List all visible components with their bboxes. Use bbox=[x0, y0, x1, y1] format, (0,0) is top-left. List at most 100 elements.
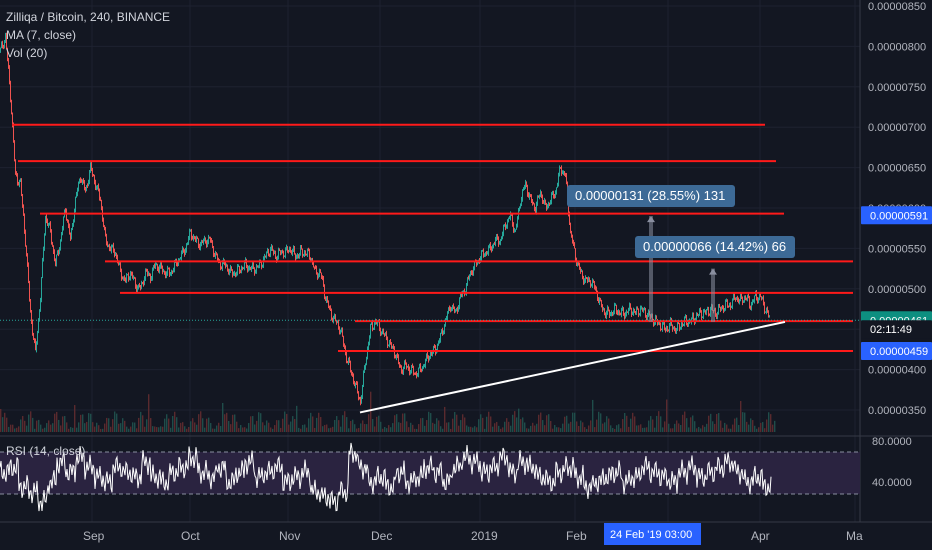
volume-bar bbox=[302, 424, 304, 432]
candle-body bbox=[229, 270, 230, 274]
volume-bar bbox=[52, 423, 54, 432]
time-axis: SepOctNovDec2019FebMarAprMa24 Feb '19 03… bbox=[0, 521, 932, 545]
volume-bar bbox=[62, 416, 64, 432]
candle-body bbox=[128, 274, 129, 280]
volume-bar bbox=[696, 428, 698, 432]
volume-bar bbox=[512, 414, 514, 432]
candle-body bbox=[121, 271, 122, 279]
candle-body bbox=[90, 163, 91, 172]
candle-body bbox=[596, 288, 597, 292]
volume-bar bbox=[656, 415, 658, 432]
candle-body bbox=[304, 252, 305, 256]
volume-bar bbox=[368, 414, 370, 432]
candle-body bbox=[331, 310, 332, 319]
volume-bar bbox=[640, 424, 642, 432]
candle-body bbox=[34, 338, 35, 341]
candle-body bbox=[371, 323, 372, 325]
volume-bar bbox=[494, 423, 496, 432]
volume-bar bbox=[742, 412, 744, 432]
candle-body bbox=[85, 188, 86, 191]
candle-body bbox=[551, 194, 552, 202]
volume-bar bbox=[764, 428, 766, 432]
volume-bar bbox=[422, 417, 424, 432]
candle-body bbox=[523, 187, 524, 191]
candle-body bbox=[87, 185, 88, 187]
candle-body bbox=[222, 262, 223, 269]
volume-bar bbox=[448, 422, 450, 432]
candle-body bbox=[432, 351, 433, 355]
volume-bar bbox=[226, 412, 228, 432]
candle-body bbox=[755, 292, 756, 296]
rsi-tick-label: 40.0000 bbox=[872, 477, 912, 489]
rsi-legend[interactable]: RSI (14, close) bbox=[6, 444, 86, 458]
candle-body bbox=[487, 253, 488, 255]
candle-body bbox=[309, 250, 310, 258]
candle-body bbox=[254, 267, 255, 274]
candle-body bbox=[416, 373, 417, 377]
volume-bar bbox=[504, 421, 506, 432]
volume-bar bbox=[86, 421, 88, 432]
volume-bar bbox=[82, 414, 84, 432]
symbol-title[interactable]: Zilliqa / Bitcoin, 240, BINANCE bbox=[6, 10, 171, 24]
candle-body bbox=[301, 247, 302, 250]
candle-body bbox=[137, 287, 138, 292]
volume-bar bbox=[376, 416, 378, 432]
volume-bar bbox=[756, 428, 758, 432]
candle-body bbox=[513, 224, 514, 232]
volume-bar bbox=[690, 417, 692, 432]
volume-bar bbox=[42, 428, 44, 432]
volume-bar bbox=[468, 426, 470, 432]
candle-body bbox=[669, 324, 670, 331]
candle-body bbox=[305, 252, 306, 254]
candle-body bbox=[370, 324, 371, 337]
candle-body bbox=[748, 295, 749, 299]
candle-body bbox=[662, 323, 663, 330]
price-badge-label: 02:11:49 bbox=[870, 324, 912, 336]
candle-body bbox=[441, 330, 442, 334]
rsi-panel bbox=[0, 442, 860, 512]
candle-body bbox=[542, 195, 543, 203]
candle-body bbox=[497, 234, 498, 239]
candle-body bbox=[730, 304, 731, 308]
candle-body bbox=[582, 271, 583, 278]
volume-bar bbox=[762, 422, 764, 432]
candle-body bbox=[514, 229, 515, 232]
volume-bar bbox=[182, 422, 184, 432]
candle-body bbox=[132, 273, 133, 278]
volume-bar bbox=[76, 427, 78, 432]
volume-bar bbox=[324, 424, 326, 432]
candle-body bbox=[361, 397, 362, 403]
volume-bar bbox=[236, 421, 238, 432]
candle-body bbox=[73, 221, 74, 225]
candle-body bbox=[467, 277, 468, 285]
candle-body bbox=[302, 249, 303, 256]
candle-body bbox=[185, 250, 186, 255]
volume-bar bbox=[654, 427, 656, 432]
candle-body bbox=[492, 246, 493, 251]
candle-body bbox=[328, 301, 329, 307]
candle-body bbox=[226, 265, 227, 267]
candle-body bbox=[473, 268, 474, 275]
candle-body bbox=[74, 209, 75, 222]
volume-bar bbox=[636, 425, 638, 432]
volume-bar bbox=[700, 428, 702, 432]
candle-body bbox=[316, 267, 317, 273]
volume-bar bbox=[282, 418, 284, 432]
candle-body bbox=[709, 314, 710, 316]
volume-bar bbox=[304, 424, 306, 432]
volume-bar bbox=[726, 424, 728, 432]
candle-body bbox=[607, 307, 608, 313]
volume-legend[interactable]: Vol (20) bbox=[6, 46, 48, 60]
candle-body bbox=[526, 182, 527, 186]
candle-body bbox=[675, 328, 676, 333]
time-tick-label: Oct bbox=[181, 529, 200, 543]
candle-body bbox=[626, 311, 627, 315]
candle-body bbox=[577, 262, 578, 265]
candle-body bbox=[677, 322, 678, 329]
ma-legend[interactable]: MA (7, close) bbox=[6, 28, 77, 42]
candle-body bbox=[446, 318, 447, 320]
candle-body bbox=[52, 242, 53, 247]
candle-body bbox=[701, 311, 702, 318]
candle-body bbox=[266, 253, 267, 257]
